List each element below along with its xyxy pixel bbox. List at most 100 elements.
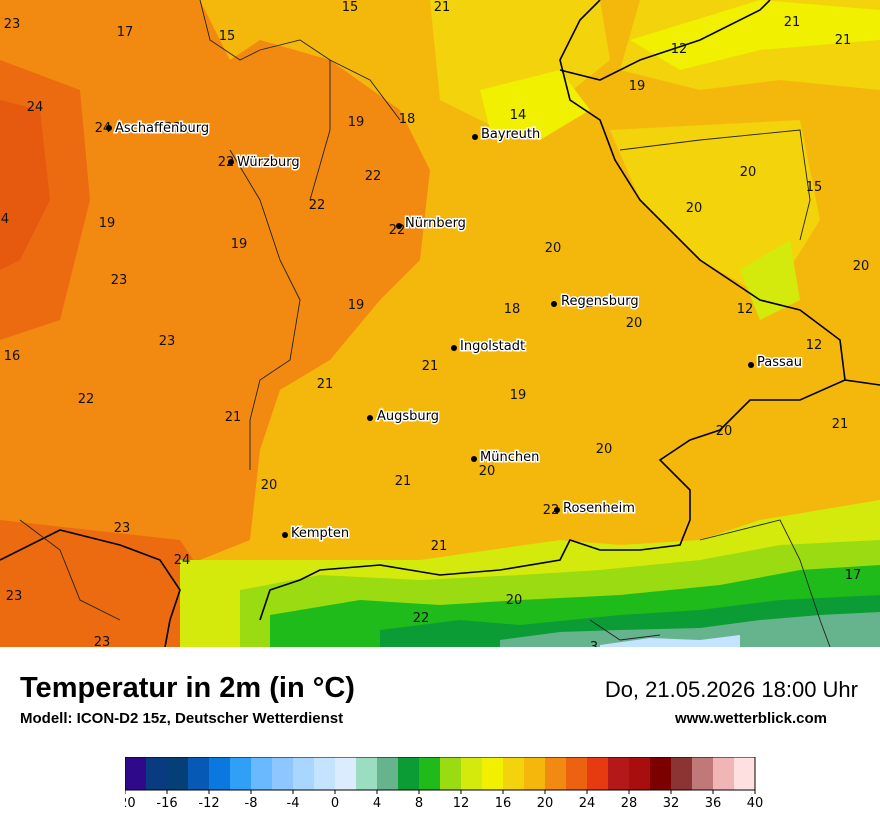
temperature-label: 20: [479, 464, 496, 479]
legend-tick-label: 8: [415, 796, 423, 811]
city-dot-icon: [451, 345, 457, 351]
city-rosenheim: Rosenheim: [554, 500, 636, 518]
city-kempten: Kempten: [282, 525, 351, 543]
temperature-label: 19: [231, 237, 248, 252]
city-label: Aschaffenburg: [115, 121, 209, 136]
temperature-label: 20: [686, 201, 703, 216]
legend-swatch: [209, 757, 231, 790]
temperature-label: 21: [835, 33, 852, 48]
city-dot-icon: [554, 507, 560, 513]
temperature-label: 15: [806, 180, 823, 195]
temperature-label: 21: [784, 15, 801, 30]
city-wuerzburg: Würzburg: [228, 154, 301, 172]
alps-peaks: [500, 612, 880, 647]
temperature-label: 20: [261, 478, 278, 493]
forecast-datetime: Do, 21.05.2026 18:00 Uhr: [604, 677, 858, 702]
legend-swatch: [356, 757, 378, 790]
legend-swatch: [545, 757, 567, 790]
legend-swatch: [188, 757, 210, 790]
hottest-region-west: [0, 100, 50, 270]
city-label: Ingolstadt: [460, 339, 525, 354]
legend-swatch: [566, 757, 588, 790]
city-bayreuth: Bayreuth: [472, 126, 542, 144]
temperature-label: 21: [422, 359, 439, 374]
legend-swatch: [671, 757, 693, 790]
city-aschaffenburg: Aschaffenburg: [106, 120, 211, 138]
legend-swatch: [461, 757, 483, 790]
temperature-label: 23: [159, 334, 176, 349]
legend-swatch: [293, 757, 315, 790]
city-ingolstadt: Ingolstadt: [451, 338, 527, 356]
city-dot-icon: [367, 415, 373, 421]
map-title: Temperatur in 2m (in °C): [20, 672, 355, 704]
legend-swatch: [587, 757, 609, 790]
country-borders: [0, 0, 880, 647]
legend-swatch: [230, 757, 252, 790]
temperature-label: 20: [853, 259, 870, 274]
legend-swatch: [398, 757, 420, 790]
legend-swatch: [524, 757, 546, 790]
temperature-label: 19: [99, 216, 116, 231]
legend-tick-label: -20: [125, 796, 136, 811]
city-label: Nürnberg: [405, 216, 466, 231]
city-regensburg: Regensburg: [551, 293, 640, 311]
legend-tick-label: 16: [495, 796, 512, 811]
temperature-label: 22: [365, 169, 382, 184]
city-dot-icon: [551, 301, 557, 307]
cool-patch-forest: [740, 240, 800, 320]
legend-swatch: [629, 757, 651, 790]
temperature-label: 20: [545, 241, 562, 256]
temperature-label: 21: [832, 417, 849, 432]
legend-swatch: [440, 757, 462, 790]
legend-tick-label: 20: [537, 796, 554, 811]
temperature-label: 23: [114, 521, 131, 536]
temperature-label: 24: [174, 553, 191, 568]
legend-swatch: [314, 757, 336, 790]
legend-swatch: [482, 757, 504, 790]
city-label: Augsburg: [377, 409, 439, 424]
legend-tick-label: 12: [453, 796, 470, 811]
temperature-map[interactable]: 23 17 15 15 21 21 21 12 24 24 23 19 18 1…: [0, 0, 880, 647]
legend-tick-label: 40: [747, 796, 764, 811]
city-augsburg: Augsburg: [367, 408, 441, 426]
city-label: Regensburg: [561, 294, 639, 309]
temperature-label: 21: [317, 377, 334, 392]
temperature-label: 20: [716, 424, 733, 439]
legend-swatch: [608, 757, 630, 790]
city-label: Kempten: [291, 526, 349, 541]
temperature-label: 20: [596, 442, 613, 457]
legend-swatch: [167, 757, 189, 790]
temperature-label: 19: [348, 298, 365, 313]
temperature-label: 22: [78, 392, 95, 407]
temperature-label: 22: [218, 155, 235, 170]
cool-patch-fichtel: [480, 70, 590, 140]
legend-swatch: [650, 757, 672, 790]
temperature-label: 17: [117, 25, 134, 40]
temperature-label: 20: [626, 316, 643, 331]
city-label: München: [480, 450, 539, 465]
city-dot-icon: [106, 125, 112, 131]
city-dot-icon: [396, 223, 402, 229]
district-borders: [19, 0, 831, 647]
city-dot-icon: [748, 362, 754, 368]
temperature-label: 21: [431, 539, 448, 554]
temperature-label: 23: [4, 17, 21, 32]
temperature-label: 22: [543, 503, 560, 518]
legend-swatch: [146, 757, 168, 790]
city-dot-icon: [282, 532, 288, 538]
legend-swatch: [251, 757, 273, 790]
model-info: Modell: ICON-D2 15z, Deutscher Wetterdie…: [20, 710, 344, 727]
map-area[interactable]: 23 17 15 15 21 21 21 12 24 24 23 19 18 1…: [0, 0, 880, 647]
website-link[interactable]: www.wetterblick.com: [675, 710, 827, 727]
temperature-label: 15: [342, 0, 359, 15]
color-legend: -20 -16 -12 -8 -4 0 4 8 12 16 20 24 28 32 36 40: [125, 757, 764, 811]
alps-snow: [600, 635, 740, 647]
city-markers: Aschaffenburg Würzburg Bayreuth Nürnberg…: [106, 120, 803, 543]
legend-frame: [125, 757, 756, 791]
temperature-label: 24: [27, 100, 44, 115]
temperature-label: 17: [845, 568, 862, 583]
legend-swatch: [734, 757, 756, 790]
legend-swatch: [272, 757, 294, 790]
legend-swatch: [335, 757, 357, 790]
legend-swatch: [503, 757, 525, 790]
